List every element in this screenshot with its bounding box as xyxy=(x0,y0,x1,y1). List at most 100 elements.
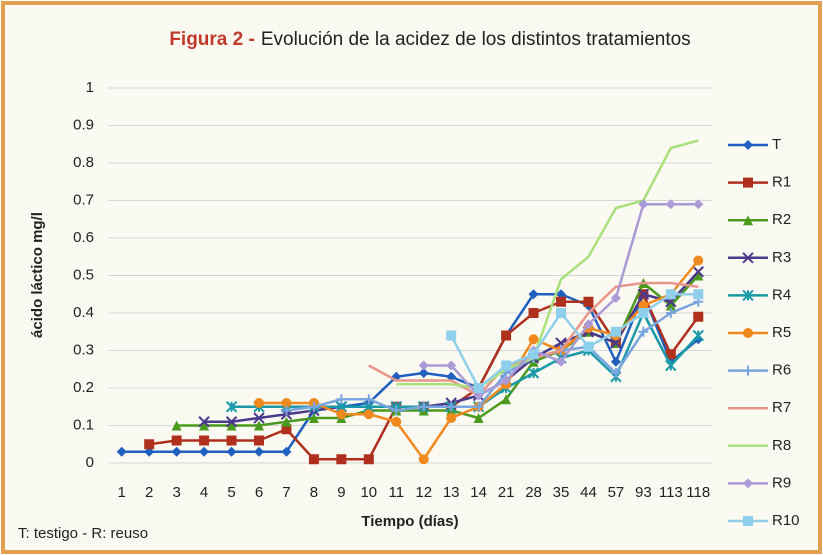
marker xyxy=(281,416,292,427)
legend-label: R9 xyxy=(772,474,791,491)
marker xyxy=(225,401,238,413)
marker xyxy=(665,349,676,360)
x-tick-label: 13 xyxy=(443,484,460,501)
title-prefix: Figura 2 - xyxy=(169,29,255,50)
legend-label: R4 xyxy=(772,286,791,303)
series-line xyxy=(121,293,700,453)
marker xyxy=(281,405,292,416)
marker xyxy=(665,300,676,311)
marker xyxy=(171,435,182,446)
marker xyxy=(473,383,484,393)
legend-label: R7 xyxy=(772,399,791,416)
x-tick-label: 9 xyxy=(337,484,345,501)
marker xyxy=(692,266,704,278)
marker xyxy=(254,398,264,408)
marker xyxy=(638,308,649,318)
marker xyxy=(446,330,457,341)
marker xyxy=(226,446,237,457)
marker xyxy=(743,365,753,376)
marker xyxy=(336,454,347,465)
marker xyxy=(556,308,566,318)
marker xyxy=(638,326,649,337)
marker xyxy=(199,420,210,431)
marker xyxy=(583,341,594,352)
marker xyxy=(693,270,704,281)
y-tick-label: 0.1 xyxy=(73,416,94,433)
x-tick-label: 6 xyxy=(255,484,263,501)
y-tick-label: 0.6 xyxy=(73,229,94,246)
marker xyxy=(665,199,676,210)
marker xyxy=(308,401,319,412)
x-tick-label: 12 xyxy=(415,484,432,501)
marker xyxy=(693,199,704,210)
marker xyxy=(418,368,429,378)
marker xyxy=(281,424,292,435)
marker xyxy=(610,326,621,337)
x-tick-label: 118 xyxy=(686,484,710,501)
y-tick-label: 1 xyxy=(86,79,94,96)
x-tick-label: 10 xyxy=(360,484,377,501)
marker xyxy=(501,375,512,386)
legend-label: R5 xyxy=(772,324,791,341)
marker xyxy=(281,398,292,408)
marker xyxy=(610,356,621,367)
marker xyxy=(583,319,594,330)
x-tick-label: 8 xyxy=(310,484,318,501)
marker xyxy=(693,255,704,266)
legend-label: R8 xyxy=(772,437,791,454)
marker xyxy=(501,360,512,371)
x-tick-label: 28 xyxy=(525,484,542,501)
marker xyxy=(198,416,210,428)
marker xyxy=(281,446,292,457)
marker xyxy=(225,416,238,428)
marker xyxy=(693,311,704,322)
marker xyxy=(610,293,621,303)
marker xyxy=(637,288,650,300)
x-tick-label: 2 xyxy=(145,484,153,501)
y-tick-label: 0.5 xyxy=(73,266,94,283)
marker xyxy=(528,289,539,300)
marker xyxy=(199,446,210,457)
marker xyxy=(693,289,704,300)
marker xyxy=(528,349,539,360)
legend-label: R6 xyxy=(772,362,791,379)
x-tick-label: 5 xyxy=(227,484,235,501)
marker xyxy=(418,401,429,412)
marker xyxy=(743,516,753,526)
marker xyxy=(665,289,676,300)
marker xyxy=(665,359,677,372)
marker xyxy=(418,454,429,465)
x-axis-label: Tiempo (días) xyxy=(361,513,458,530)
marker xyxy=(199,435,210,446)
y-tick-label: 0.9 xyxy=(73,116,94,133)
marker xyxy=(743,177,753,188)
marker xyxy=(308,413,319,423)
marker xyxy=(638,199,649,210)
marker xyxy=(743,140,753,150)
legend-label: R10 xyxy=(772,512,800,529)
x-tick-label: 7 xyxy=(282,484,290,501)
x-tick-label: 3 xyxy=(172,484,180,501)
series-line xyxy=(450,293,699,390)
chart-title: Figura 2 - Evolución de la acidez de los … xyxy=(169,29,690,50)
x-tick-label: 44 xyxy=(580,484,597,501)
marker xyxy=(336,409,347,420)
legend-label: R2 xyxy=(772,211,791,228)
marker xyxy=(171,446,182,457)
x-tick-label: 14 xyxy=(470,484,487,501)
x-tick-label: 21 xyxy=(498,484,515,501)
marker xyxy=(528,308,539,318)
marker xyxy=(144,439,155,450)
marker xyxy=(446,413,457,423)
marker xyxy=(742,252,754,264)
y-tick-label: 0 xyxy=(86,454,94,471)
y-axis-label: ácido láctico mg/l xyxy=(29,212,46,338)
marker xyxy=(501,330,512,341)
legend-label: R3 xyxy=(772,249,791,266)
marker xyxy=(418,360,429,371)
marker xyxy=(501,394,512,405)
marker xyxy=(743,328,753,338)
marker xyxy=(446,401,457,412)
footnote: T: testigo - R: reuso xyxy=(18,525,148,542)
